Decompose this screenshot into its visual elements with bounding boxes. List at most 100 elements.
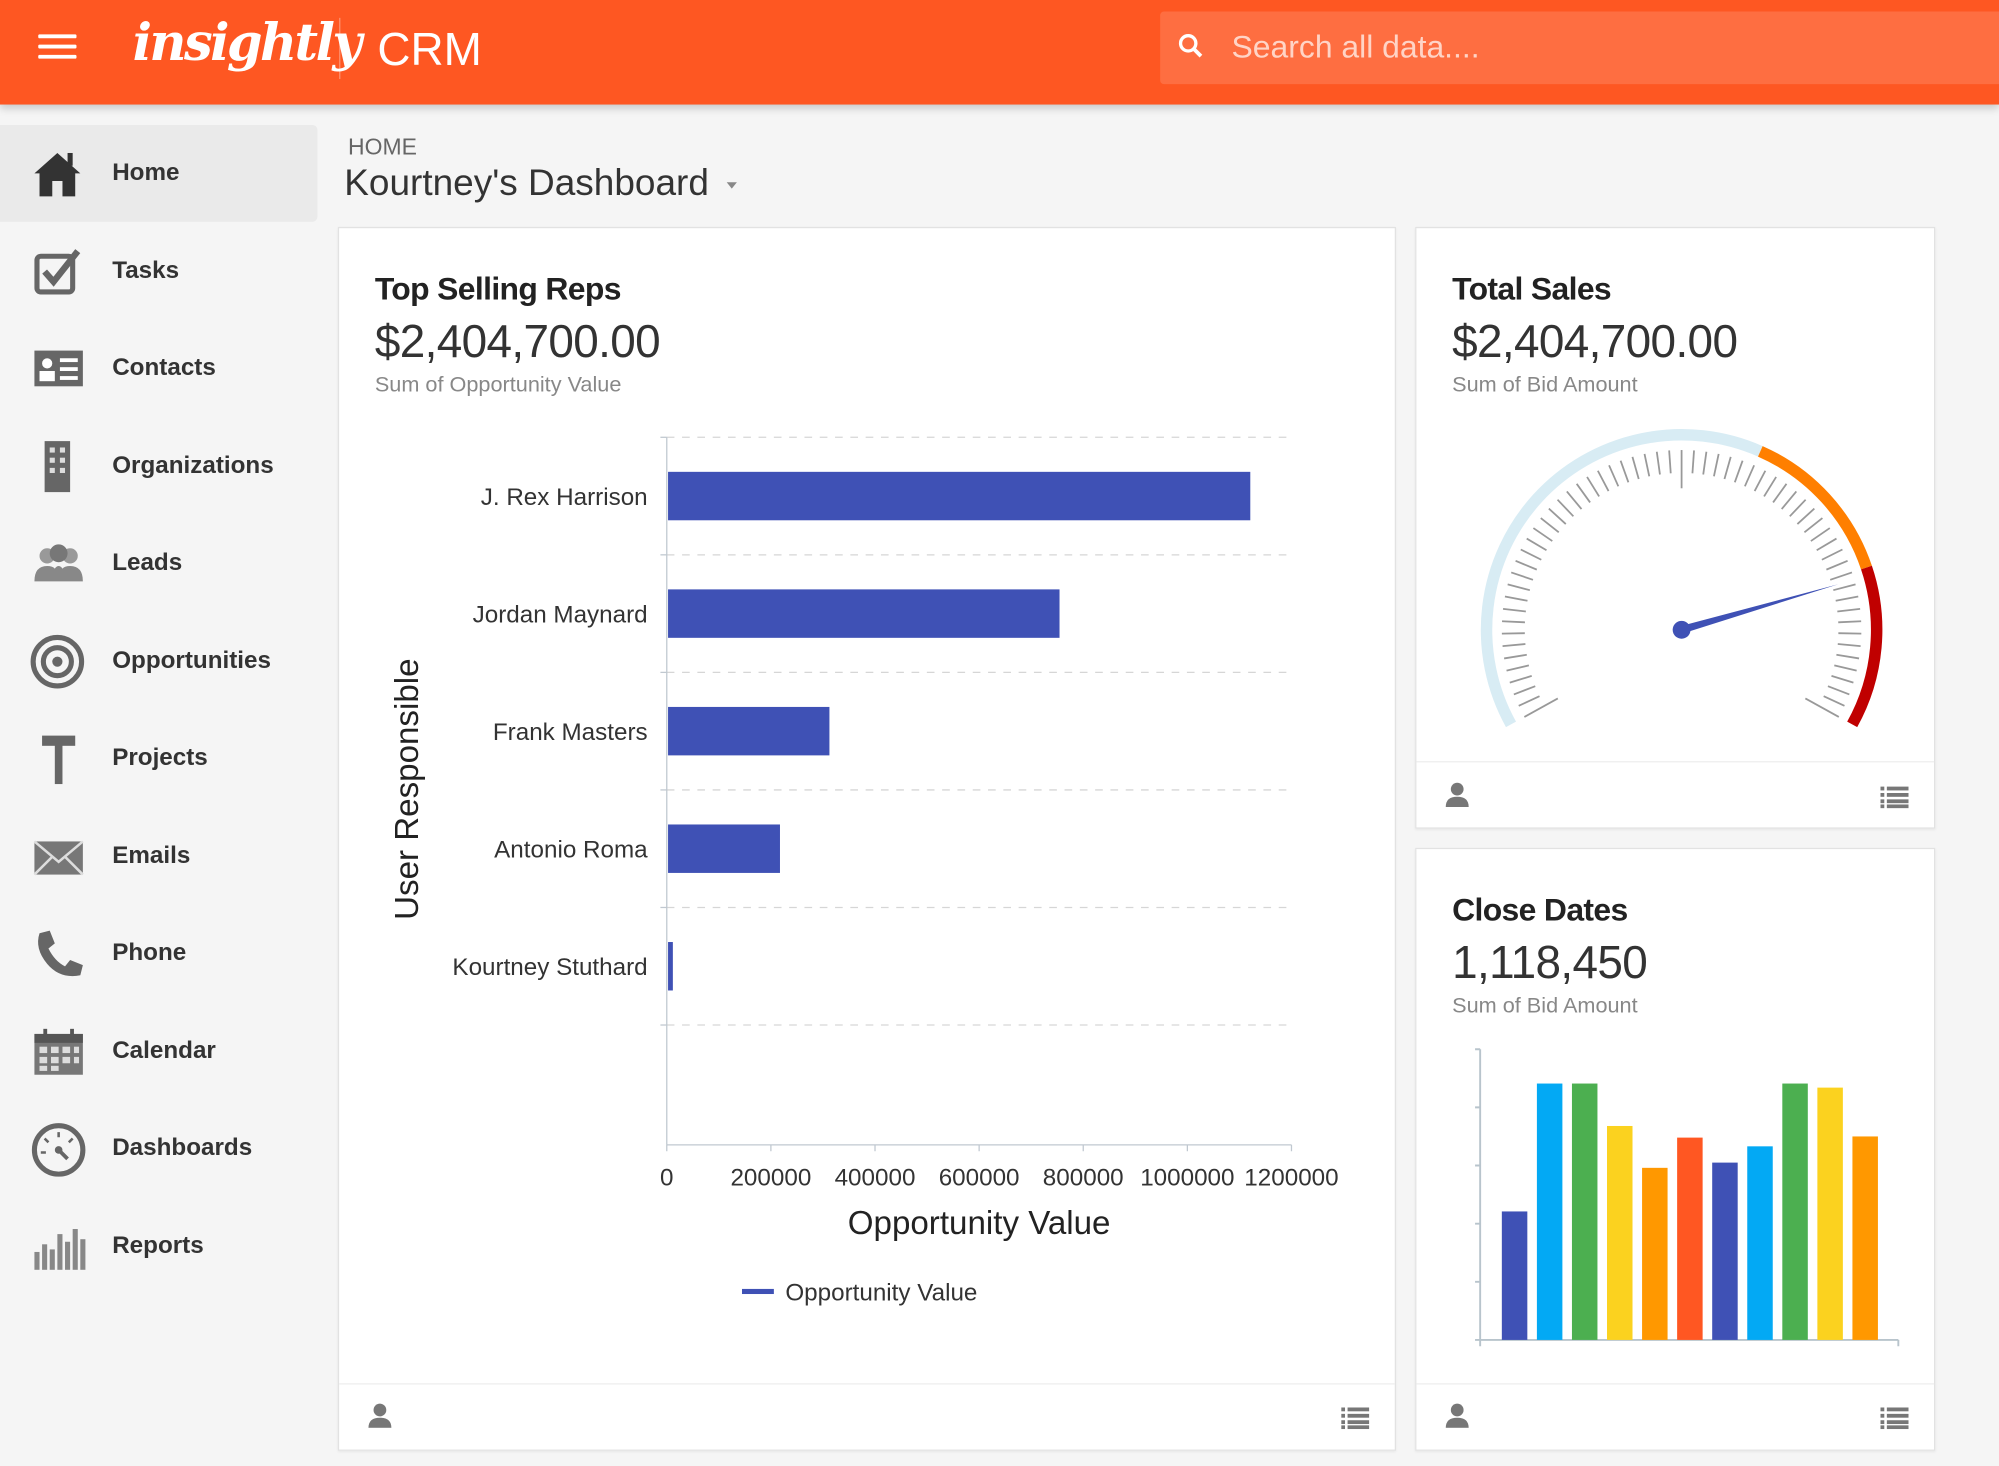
phone-icon: [28, 926, 89, 982]
bar: [1852, 1136, 1878, 1340]
gauge-tick: [1702, 451, 1708, 475]
legend-label: Opportunity Value: [785, 1279, 977, 1306]
gauge-tick: [1723, 456, 1732, 480]
gauge-tick: [1643, 453, 1651, 477]
gauge-needle: [1680, 584, 1839, 634]
insightly-logo[interactable]: insightly: [132, 12, 362, 73]
gauge-tick: [1597, 470, 1610, 492]
list-icon[interactable]: [1880, 1406, 1909, 1430]
y-axis-title: User Responsible: [389, 658, 426, 919]
gauge-tick: [1733, 460, 1744, 483]
sidebar-item-phone[interactable]: Phone: [0, 905, 317, 1002]
sidebar-item-label: Organizations: [112, 451, 274, 479]
sidebar-item-opportunities[interactable]: Opportunities: [0, 613, 317, 710]
calendar-icon: [28, 1023, 89, 1079]
total-sales-card: Total Sales $2,404,700.00 Sum of Bid Amo…: [1415, 226, 1936, 829]
gauge-tick: [1833, 583, 1856, 592]
opportunities-icon: [28, 633, 89, 689]
gauge-tick: [1691, 450, 1695, 474]
sidebar-item-label: Projects: [112, 744, 208, 772]
bar: [668, 589, 1060, 638]
search-icon: [1178, 34, 1203, 58]
gauge-tick: [1631, 456, 1640, 480]
bar: [668, 471, 1251, 521]
total-sales-gauge: [1480, 429, 1883, 728]
sidebar-item-label: Phone: [112, 939, 187, 967]
sidebar-item-organizations[interactable]: Organizations: [0, 418, 317, 515]
category-label: Jordan Maynard: [473, 602, 648, 629]
gauge-tick: [1763, 476, 1777, 497]
gauge-tick: [1532, 527, 1553, 542]
bar: [668, 706, 830, 756]
gauge-tick: [1513, 685, 1536, 696]
bar: [1712, 1162, 1738, 1340]
projects-icon: [28, 731, 89, 787]
bar: [668, 942, 673, 991]
sidebar-item-reports[interactable]: Reports: [0, 1198, 317, 1295]
bar: [1817, 1087, 1843, 1340]
list-icon[interactable]: [1341, 1406, 1370, 1430]
breadcrumb[interactable]: HOME: [348, 133, 417, 160]
bar: [1571, 1083, 1598, 1340]
x-tick-label: 800000: [1043, 1165, 1124, 1192]
sidebar-item-label: Calendar: [112, 1037, 216, 1064]
category-label: J. Rex Harrison: [481, 484, 648, 511]
gauge-tick: [1506, 664, 1530, 672]
card-subtitle: Sum of Opportunity Value: [374, 372, 622, 397]
gauge-tick: [1503, 653, 1527, 660]
sidebar-item-label: Home: [112, 159, 180, 187]
search-input[interactable]: [1160, 11, 1999, 85]
gauge-tick: [1796, 507, 1815, 525]
card-value: $2,404,700.00: [374, 314, 661, 368]
sidebar-item-calendar[interactable]: Calendar: [0, 1003, 317, 1100]
user-icon[interactable]: [367, 1402, 392, 1428]
list-icon[interactable]: [1880, 785, 1909, 809]
bar: [1607, 1125, 1633, 1340]
bar: [1677, 1137, 1703, 1340]
gauge-tick: [1821, 548, 1843, 561]
sidebar-item-leads[interactable]: Leads: [0, 515, 317, 612]
gauge-band: [1847, 565, 1883, 728]
category-label: Antonio Roma: [494, 837, 648, 864]
gauge-tick: [1502, 643, 1526, 647]
sidebar-item-tasks[interactable]: Tasks: [0, 222, 317, 319]
hamburger-menu-icon[interactable]: [38, 34, 77, 59]
gauge-tick: [1837, 643, 1861, 647]
bar: [1747, 1146, 1773, 1340]
user-icon[interactable]: [1444, 1402, 1469, 1428]
organizations-icon: [28, 438, 89, 494]
category-label: Frank Masters: [493, 719, 648, 746]
gauge-tick: [1837, 607, 1861, 613]
sidebar-item-dashboards[interactable]: Dashboards: [0, 1100, 317, 1197]
sidebar-item-contacts[interactable]: Contacts: [0, 320, 317, 417]
gauge-tick: [1556, 499, 1575, 517]
x-tick-label: 1200000: [1244, 1165, 1338, 1192]
x-tick-label: 0: [660, 1165, 673, 1192]
gauge-tick: [1526, 537, 1547, 551]
chevron-down-icon[interactable]: [726, 182, 737, 189]
sidebar-item-emails[interactable]: Emails: [0, 808, 317, 905]
bar: [1536, 1083, 1563, 1340]
sidebar-item-label: Reports: [112, 1232, 204, 1259]
emails-icon: [28, 828, 89, 884]
x-axis-title: Opportunity Value: [848, 1205, 1111, 1242]
gauge-tick: [1823, 695, 1845, 707]
sidebar-item-label: Leads: [112, 549, 183, 577]
card-footer-divider: [1416, 761, 1935, 763]
gauge-tick: [1753, 470, 1767, 492]
bar: [1501, 1211, 1528, 1340]
user-icon[interactable]: [1444, 782, 1469, 808]
gauge-tick: [1789, 499, 1807, 517]
sidebar-item-home[interactable]: Home: [0, 124, 318, 222]
gauge-tick: [1831, 675, 1854, 684]
card-footer-divider: [1416, 1383, 1935, 1385]
sidebar-item-projects[interactable]: Projects: [0, 710, 317, 807]
gauge-tick: [1608, 464, 1620, 487]
gauge-tick: [1507, 583, 1531, 592]
gauge-tick: [1504, 595, 1528, 602]
page-title[interactable]: Kourtney's Dashboard: [344, 163, 709, 204]
sidebar-item-label: Contacts: [112, 354, 216, 382]
card-value: 1,118,450: [1452, 935, 1648, 989]
sidebar-item-label: Dashboards: [112, 1134, 253, 1162]
gauge-tick: [1826, 559, 1848, 571]
